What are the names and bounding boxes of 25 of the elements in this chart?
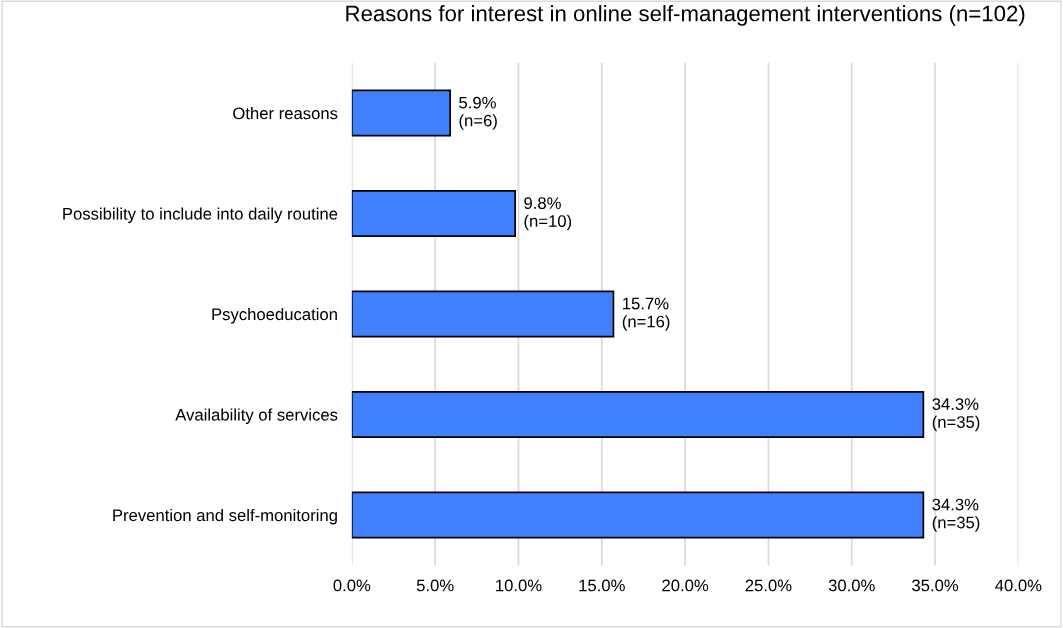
x-tick-label: 15.0% bbox=[579, 579, 625, 592]
x-tick-label: 5.0% bbox=[416, 579, 454, 592]
data-label: 15.7% (n=16) bbox=[622, 297, 670, 331]
x-tick-label: 35.0% bbox=[912, 579, 959, 592]
data-label: 34.3% (n=35) bbox=[932, 398, 980, 432]
y-tick-label: Prevention and self-monitoring bbox=[113, 508, 337, 525]
data-label: 9.8% (n=10) bbox=[524, 197, 572, 231]
bar bbox=[351, 190, 516, 237]
x-tick-label: 20.0% bbox=[662, 579, 709, 592]
y-tick-label: Possibility to include into daily routine bbox=[63, 207, 338, 224]
x-tick-label: 25.0% bbox=[745, 579, 792, 592]
y-tick-label: Other reasons bbox=[233, 107, 338, 120]
data-label: 34.3% (n=35) bbox=[932, 498, 980, 532]
bar bbox=[351, 89, 451, 137]
x-tick-label: 10.0% bbox=[496, 579, 542, 592]
x-tick-label: 30.0% bbox=[828, 579, 875, 592]
y-tick-label: Psychoeducation bbox=[212, 307, 337, 324]
chart-title: Reasons for interest in online self-management interventions (n=102) bbox=[346, 5, 1025, 26]
x-tick-label: 40.0% bbox=[995, 579, 1042, 592]
data-label: 5.9% (n=6) bbox=[459, 96, 497, 130]
bar bbox=[351, 491, 925, 539]
bar bbox=[351, 391, 925, 438]
y-tick-label: Availability of services bbox=[175, 408, 338, 424]
bar bbox=[351, 290, 615, 338]
x-tick-label: 0.0% bbox=[333, 579, 371, 592]
